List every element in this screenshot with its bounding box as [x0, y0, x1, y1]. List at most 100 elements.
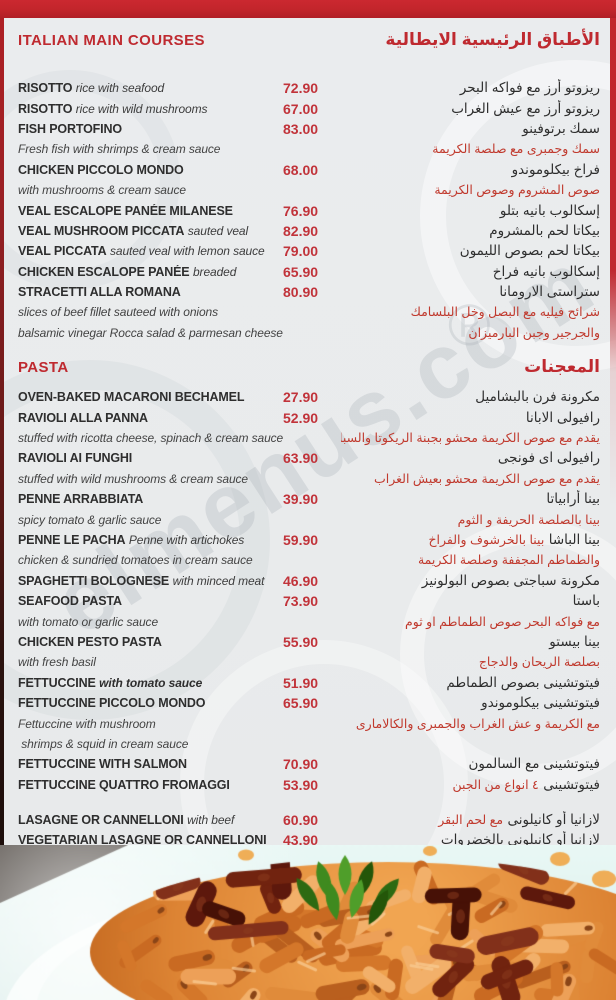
english-cell: VEAL PICCATA sauted veal with lemon sauc…: [18, 244, 283, 258]
item-description-arabic: ٤ انواع من الجبن: [452, 777, 539, 792]
item-price: 68.00: [283, 161, 319, 178]
item-price: 83.00: [283, 120, 319, 137]
arabic-cell: صوص المشروم وصوص الكريمة: [341, 181, 600, 199]
english-cell: FISH PORTOFINO: [18, 122, 283, 136]
arabic-cell: فيتوتشينى مع السالمون: [341, 755, 600, 773]
menu-item-row: FISH PORTOFINO 83.00 سمك برتوفينو: [18, 119, 600, 139]
section-title-ar: الأطباق الرئيسية الايطالية: [385, 30, 600, 49]
item-price: 76.90: [283, 202, 319, 219]
item-name-arabic: فيتوتشينى: [543, 776, 600, 792]
item-name: STRACETTI ALLA ROMANA: [18, 285, 181, 300]
item-price: 27.90: [283, 389, 319, 406]
item-name: VEAL PICCATA: [18, 244, 107, 259]
item-inline-description: with minced meat: [172, 573, 265, 588]
item-name-arabic: فيتوتشينى بصوص الطماطم: [446, 674, 600, 690]
item-price: 72.90: [283, 80, 319, 97]
item-price: 52.90: [283, 409, 319, 426]
menu-desc-row: Fettuccine with mushroom مع الكريمة و عش …: [18, 713, 600, 733]
item-price: 43.90: [283, 832, 319, 849]
item-inline-description: with tomato sauce: [99, 675, 203, 690]
arabic-cell: لازانيا أو كانيلونى مع لحم البقر: [341, 811, 600, 829]
menu-item-row: FETTUCCINE QUATTRO FROMAGGI 53.90 فيتوتشين…: [18, 775, 600, 795]
english-cell: spicy tomato & garlic sauce: [18, 513, 283, 527]
item-price: 67.00: [283, 100, 319, 117]
item-price: 79.00: [283, 243, 319, 260]
arabic-cell: بينا الباشا بينا بالخرشوف والفراخ: [341, 531, 600, 549]
english-cell: VEAL ESCALOPE PANÉE MILANESE: [18, 204, 283, 218]
item-name-arabic: رافيولى اى فونجى: [497, 450, 600, 466]
item-name: VEAL ESCALOPE PANÉE MILANESE: [18, 203, 233, 218]
menu-item-row: VEAL ESCALOPE PANÉE MILANESE 76.90 إسكالوب…: [18, 200, 600, 220]
section-header: ITALIAN MAIN COURSES الأطباق الرئيسية الا…: [18, 30, 600, 50]
right-red-edge: [610, 0, 616, 845]
item-name: FETTUCCINE QUATTRO FROMAGGI: [18, 777, 230, 792]
item-inline-description: sauted veal with lemon sauce: [109, 244, 265, 259]
menu-desc-row: with fresh basil بصلصة الريحان والدجاج: [18, 652, 600, 672]
arabic-cell: يقدم مع صوص الكريمة محشو بجبنة الريكوتا …: [341, 429, 600, 447]
menu-item-row: SPAGHETTI BOLOGNESE with minced meat 46.9…: [18, 571, 600, 591]
english-cell: CHICKEN PESTO PASTA: [18, 635, 283, 649]
arabic-cell: سمك برتوفينو: [341, 120, 600, 138]
menu-section-italian-main-courses: ITALIAN MAIN COURSES الأطباق الرئيسية الا…: [18, 30, 600, 343]
menu-item-row: RISOTTO rice with seafood 72.90 ريزوتو أرز…: [18, 78, 600, 98]
menu-section-pasta: PASTA المعجنات OVEN-BAKED MACARONI BECHAME…: [18, 357, 600, 851]
arabic-cell: بيكاتا لحم بصوص الليمون: [341, 242, 600, 260]
item-name-arabic: مكرونة فرن بالبشاميل: [475, 389, 600, 405]
item-description-arabic: يقدم مع صوص الكريمة محشو بعيش الغراب: [373, 471, 600, 486]
registered-trademark-watermark: ®: [448, 293, 491, 358]
item-name-arabic: بينا بيستو: [549, 633, 600, 649]
item-description-arabic: مع الكريمة و عش الغراب والجمبرى والكالام…: [355, 716, 600, 731]
item-price: 46.90: [283, 572, 319, 589]
menu-item-row: VEGETARIAN LASAGNE OR CANNELLONI 43.90 لاز…: [18, 830, 600, 850]
item-name: SPAGHETTI BOLOGNESE: [18, 573, 170, 588]
arabic-cell: ريزوتو أرز مع فواكه البحر: [341, 79, 600, 97]
english-cell: VEAL MUSHROOM PICCATA sauted veal: [18, 224, 283, 238]
english-cell: VEGETARIAN LASAGNE OR CANNELLONI: [18, 833, 283, 847]
menu-desc-row: balsamic vinegar Rocca salad & parmesan …: [18, 323, 600, 343]
english-cell: LASAGNE OR CANNELLONI with beef: [18, 813, 283, 827]
item-price: 82.90: [283, 222, 319, 239]
english-cell: stuffed with wild mushrooms & cream sauc…: [18, 472, 283, 486]
item-name-arabic: لازانيا أو كانيلونى بالخضروات: [440, 832, 600, 848]
item-description: stuffed with wild mushrooms & cream sauc…: [18, 471, 248, 486]
arabic-cell: مكرونة فرن بالبشاميل: [341, 388, 600, 406]
item-name: CHICKEN PICCOLO MONDO: [18, 162, 184, 177]
item-name: CHICKEN PESTO PASTA: [18, 634, 162, 649]
arabic-cell: مكرونة سباجتى بصوص البولونيز: [341, 572, 600, 590]
english-cell: with fresh basil: [18, 655, 283, 669]
item-name-arabic: بينا أرابياتا: [546, 491, 600, 507]
arabic-cell: إسكالوب بانيه فراخ: [341, 263, 600, 281]
item-description: with fresh basil: [18, 655, 96, 670]
menu-desc-row: with tomato or garlic sauce مع فواكه البح…: [18, 611, 600, 631]
item-description: Fresh fish with shrimps & cream sauce: [18, 142, 221, 157]
english-cell: RISOTTO rice with wild mushrooms: [18, 102, 283, 116]
item-name-arabic: فراخ بيكلوموندو: [511, 161, 600, 177]
item-inline-description: rice with seafood: [75, 81, 165, 96]
menu-item-row: CHICKEN ESCALOPE PANÉE breaded 65.90 إسكال…: [18, 262, 600, 282]
english-cell: RISOTTO rice with seafood: [18, 81, 283, 95]
menu-desc-row: slices of beef fillet sauteed with onion…: [18, 302, 600, 322]
item-description-arabic: مع لحم البقر: [438, 813, 504, 828]
item-name-arabic: مكرونة سباجتى بصوص البولونيز: [421, 572, 600, 588]
item-name: FETTUCCINE: [18, 675, 96, 690]
arabic-cell: بيكاتا لحم بالمشروم: [341, 222, 600, 240]
item-description-arabic: بينا بالخرشوف والفراخ: [428, 533, 545, 547]
item-name: PENNE LE PACHA: [18, 533, 126, 547]
item-name: RAVIOLI AI FUNGHI: [18, 451, 133, 466]
item-price: 80.90: [283, 284, 319, 301]
arabic-cell: رافيولى اى فونجى: [341, 449, 600, 467]
item-name-arabic: بينا الباشا: [548, 532, 600, 547]
item-name-arabic: إسكالوب بانيه فراخ: [492, 263, 600, 279]
english-cell: with tomato or garlic sauce: [18, 615, 283, 629]
item-price: 63.90: [283, 450, 319, 467]
item-name: FETTUCCINE WITH SALMON: [18, 757, 187, 772]
item-inline-description: rice with wild mushrooms: [75, 101, 208, 116]
item-name-arabic: ريزوتو أرز مع عيش الغراب: [451, 100, 600, 116]
arabic-cell: إسكالوب بانيه بتلو: [341, 202, 600, 220]
item-price: 59.90: [283, 532, 319, 548]
menu-desc-row: shrimps & squid in cream sauce: [18, 734, 600, 754]
item-description: with tomato or garlic sauce: [18, 614, 159, 629]
item-description: chicken & sundried tomatoes in cream sau…: [18, 553, 253, 568]
arabic-cell: رافيولى الابانا: [341, 409, 600, 427]
item-name: OVEN-BAKED MACARONI BECHAMEL: [18, 390, 245, 405]
